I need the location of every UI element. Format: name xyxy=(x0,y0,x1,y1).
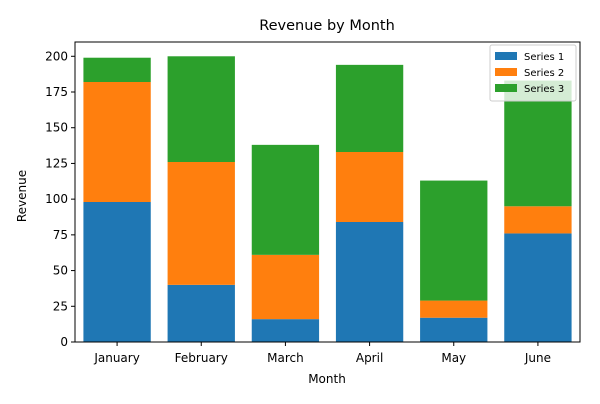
legend-swatch-series-3 xyxy=(495,84,517,92)
bar-series-1-february xyxy=(167,284,235,342)
bars-layer xyxy=(83,56,572,342)
bar-series-2-june xyxy=(504,206,572,234)
bar-series-2-march xyxy=(251,254,320,320)
y-tick-label: 175 xyxy=(45,85,68,99)
x-tick-label: January xyxy=(93,351,140,365)
legend-swatch-series-2 xyxy=(495,68,517,76)
chart-title: Revenue by Month xyxy=(259,18,395,34)
x-tick-label: April xyxy=(356,351,383,365)
bar-series-1-march xyxy=(251,319,320,342)
y-tick-label: 100 xyxy=(45,192,68,206)
bar-series-3-june xyxy=(504,80,572,207)
bar-series-2-may xyxy=(420,300,488,318)
bar-series-1-june xyxy=(504,233,572,342)
y-axis-label: Revenue xyxy=(15,170,29,222)
y-tick-label: 75 xyxy=(53,228,68,242)
y-tick-label: 125 xyxy=(45,156,68,170)
x-tick-label: February xyxy=(175,351,228,365)
bar-series-1-may xyxy=(420,317,488,342)
legend-label-series-2: Series 2 xyxy=(524,68,564,79)
y-tick-label: 150 xyxy=(45,121,68,135)
y-tick-label: 25 xyxy=(53,299,68,313)
bar-series-2-april xyxy=(335,152,404,222)
y-tick-label: 50 xyxy=(53,264,68,278)
bar-series-3-april xyxy=(335,64,404,152)
x-tick-label: March xyxy=(267,351,304,365)
bar-series-3-march xyxy=(251,144,320,255)
y-tick-label: 0 xyxy=(60,335,68,349)
bar-series-3-february xyxy=(167,56,235,162)
x-tick-label: June xyxy=(524,351,551,365)
bar-series-3-may xyxy=(420,180,488,301)
legend-swatch-series-1 xyxy=(495,52,517,60)
x-axis-label: Month xyxy=(308,372,346,386)
x-tick-label: May xyxy=(441,351,466,365)
bar-series-2-february xyxy=(167,162,235,285)
axes-layer: 0 25 50 75 100 125 150 175 200 January February Mar… xyxy=(45,41,581,365)
legend-label-series-1: Series 1 xyxy=(524,52,564,63)
bar-series-2-january xyxy=(83,82,151,202)
bar-series-1-april xyxy=(335,222,404,342)
y-tick-label: 200 xyxy=(45,49,68,63)
legend-label-series-3: Series 3 xyxy=(524,84,564,95)
plot-frame xyxy=(74,41,581,343)
legend: Series 1 Series 2 Series 3 xyxy=(489,44,577,102)
bar-series-1-january xyxy=(83,202,151,342)
bar-series-3-january xyxy=(83,57,151,82)
